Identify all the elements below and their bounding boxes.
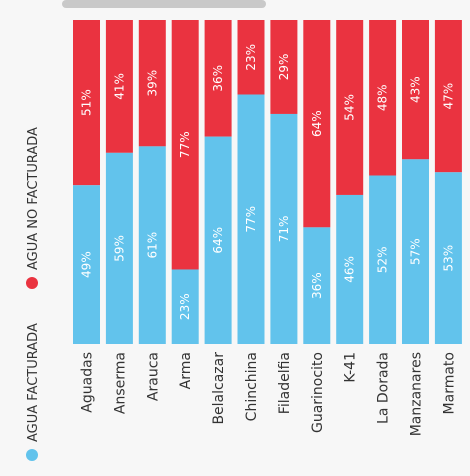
data-label-agua-facturada-filadelfia: 71%	[277, 216, 291, 243]
category-label-manzanares: Manzanares	[409, 352, 425, 436]
bar-agua-no-facturada-la-dorada	[369, 20, 397, 176]
data-label-agua-facturada-aguadas: 49%	[80, 251, 94, 278]
bar-agua-facturada-filadelfia	[270, 113, 298, 345]
legend: AGUA FACTURADA AGUA NO FACTURADA	[26, 127, 41, 461]
bar-agua-no-facturada-anserma	[105, 20, 133, 153]
bars-group: 51% 49% 41% 59% 39% 61% 77% 23% 36% 64% 23% 77% 29% 7…	[73, 20, 462, 345]
legend-label-agua-no-facturada: AGUA NO FACTURADA	[26, 127, 41, 270]
bar-agua-facturada-la-dorada	[369, 175, 397, 344]
data-label-agua-facturada-anserma: 59%	[112, 235, 126, 262]
bar-agua-facturada-chinchina	[237, 94, 265, 345]
data-label-agua-no-facturada-anserma: 41%	[112, 73, 126, 100]
bar-agua-facturada-manzanares	[402, 159, 429, 344]
data-label-agua-facturada-la-dorada: 52%	[376, 246, 390, 273]
bar-agua-facturada-k-41	[336, 194, 364, 344]
data-label-agua-no-facturada-guarinocito: 64%	[310, 110, 324, 137]
category-label-la-dorada: La Dorada	[376, 352, 392, 424]
bar-agua-facturada-guarinocito	[303, 227, 331, 344]
bar-agua-facturada-aguadas	[73, 185, 100, 344]
bar-agua-facturada-arauca	[138, 146, 166, 344]
category-labels: Aguadas Anserma Arauca Arma Belalcazar Chinch…	[80, 352, 458, 437]
bar-agua-no-facturada-marmato	[434, 20, 462, 173]
category-label-chinchina: Chinchina	[244, 352, 260, 421]
data-label-agua-no-facturada-la-dorada: 48%	[376, 84, 390, 111]
legend-marker-agua-no-facturada	[26, 277, 38, 289]
bar-agua-no-facturada-manzanares	[402, 20, 429, 160]
data-label-agua-no-facturada-manzanares: 43%	[409, 76, 423, 103]
category-label-aguadas: Aguadas	[80, 352, 96, 413]
bar-agua-facturada-marmato	[434, 172, 462, 344]
bar-agua-no-facturada-guarinocito	[303, 20, 331, 228]
data-label-agua-facturada-marmato: 53%	[441, 245, 455, 272]
category-label-filadelfia: Filadelfia	[277, 352, 293, 414]
category-label-belalcazar: Belalcazar	[211, 352, 227, 425]
data-label-agua-facturada-manzanares: 57%	[409, 238, 423, 265]
data-label-agua-no-facturada-chinchina: 23%	[244, 44, 258, 71]
category-label-marmato: Marmato	[441, 352, 457, 414]
bar-agua-no-facturada-filadelfia	[270, 20, 298, 114]
category-label-k-41: K-41	[343, 352, 359, 383]
data-label-agua-facturada-arauca: 61%	[145, 232, 159, 259]
bar-agua-no-facturada-chinchina	[237, 20, 265, 95]
category-label-anserma: Anserma	[112, 352, 128, 414]
data-label-agua-no-facturada-filadelfia: 29%	[277, 54, 291, 81]
legend-label-agua-facturada: AGUA FACTURADA	[26, 323, 41, 442]
data-label-agua-no-facturada-k-41: 54%	[343, 94, 357, 121]
bar-agua-facturada-arma	[171, 269, 199, 344]
bar-agua-no-facturada-belalcazar	[204, 20, 232, 137]
bar-agua-facturada-anserma	[105, 152, 133, 344]
bar-agua-no-facturada-k-41	[336, 20, 364, 195]
data-label-agua-no-facturada-belalcazar: 36%	[211, 65, 225, 92]
data-label-agua-no-facturada-aguadas: 51%	[80, 89, 94, 116]
scroll-indicator	[62, 0, 266, 8]
legend-marker-agua-facturada	[26, 449, 38, 461]
bar-agua-no-facturada-arauca	[138, 20, 166, 147]
category-label-arma: Arma	[178, 352, 194, 389]
data-label-agua-facturada-chinchina: 77%	[244, 206, 258, 233]
bar-agua-facturada-belalcazar	[204, 136, 232, 344]
data-label-agua-no-facturada-arma: 77%	[178, 131, 192, 158]
bar-agua-no-facturada-aguadas	[73, 20, 100, 186]
data-label-agua-no-facturada-marmato: 47%	[441, 83, 455, 110]
bar-agua-no-facturada-arma	[171, 20, 199, 270]
data-label-agua-facturada-guarinocito: 36%	[310, 272, 324, 299]
data-label-agua-facturada-arma: 23%	[178, 293, 192, 320]
category-label-arauca: Arauca	[145, 352, 161, 401]
data-label-agua-facturada-k-41: 46%	[343, 256, 357, 283]
data-label-agua-facturada-belalcazar: 64%	[211, 227, 225, 254]
category-label-guarinocito: Guarinocito	[310, 352, 326, 433]
data-label-agua-no-facturada-arauca: 39%	[145, 70, 159, 97]
